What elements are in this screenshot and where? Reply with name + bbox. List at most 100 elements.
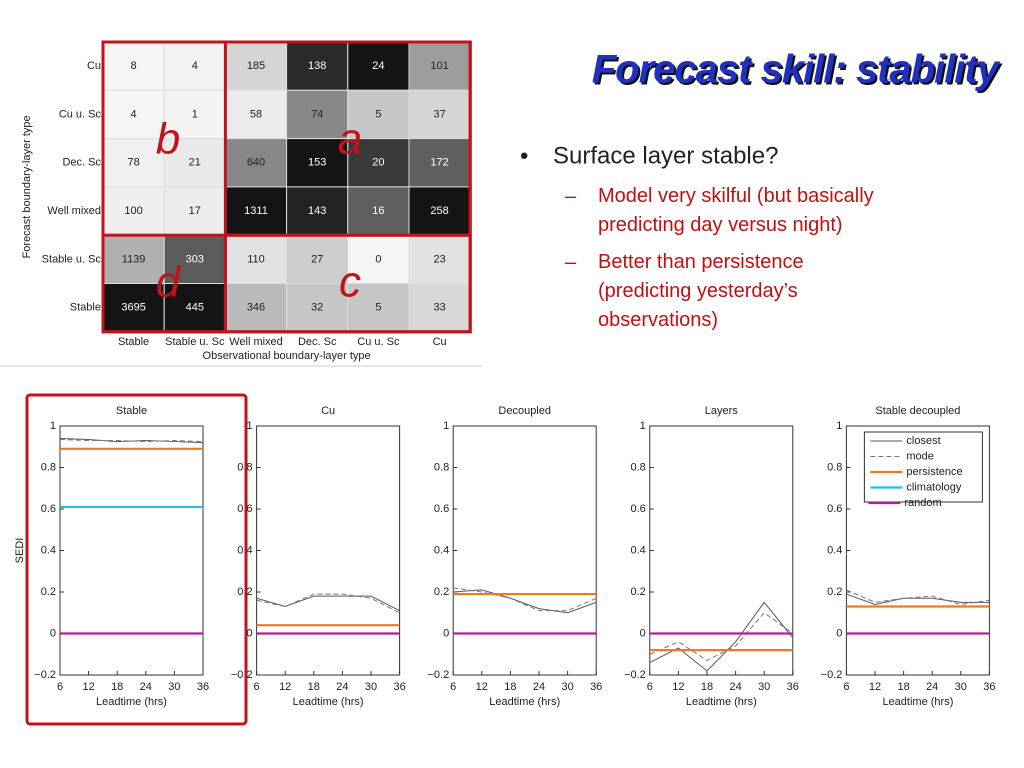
- cell-label: 153: [308, 157, 326, 169]
- quadrant-letter: d: [156, 258, 182, 307]
- cell: [163, 234, 226, 284]
- x-tick-label: 18: [897, 681, 909, 693]
- row-label: Stable u. Sc: [42, 253, 102, 265]
- cell: [347, 41, 410, 91]
- cell: [408, 89, 471, 140]
- x-tick-label: 30: [365, 681, 377, 693]
- sub-line: Model very skilful (but basically: [598, 185, 874, 207]
- col-label: Cu: [433, 336, 447, 348]
- cell-label: 5: [375, 302, 381, 314]
- x-axis-label: Leadtime (hrs): [293, 696, 364, 708]
- y-tick-label: −0.2: [427, 669, 449, 681]
- quadrant-letter: c: [339, 258, 361, 307]
- x-axis-label: Leadtime (hrs): [882, 696, 953, 708]
- legend-label: closest: [906, 435, 940, 447]
- y-tick-label: 0.6: [434, 503, 449, 515]
- x-tick-label: 24: [336, 681, 348, 693]
- x-tick-label: 12: [672, 681, 684, 693]
- y-tick-label: 1: [246, 420, 252, 432]
- cell: [286, 89, 349, 140]
- sub-line: observations): [598, 309, 718, 331]
- y-axis-label: Forecast boundary-layer type: [21, 115, 33, 258]
- y-tick-label: 0.4: [41, 544, 56, 556]
- y-tick-label: −0.2: [624, 669, 646, 681]
- y-tick-label: 0: [50, 627, 56, 639]
- x-tick-label: 36: [393, 681, 405, 693]
- y-tick-label: 1: [836, 420, 842, 432]
- slide-title: Forecast skill: stability: [592, 48, 1001, 92]
- y-tick-label: 0.6: [631, 503, 646, 515]
- y-tick-label: 1: [443, 420, 449, 432]
- cell: [102, 41, 165, 91]
- chart-title: Stable: [116, 405, 147, 417]
- legend-label: random: [904, 497, 941, 509]
- x-tick-label: 12: [869, 681, 881, 693]
- sub-dash: –: [565, 251, 577, 273]
- cell-label: 143: [308, 205, 326, 217]
- x-tick-label: 6: [254, 681, 260, 693]
- y-tick-label: 0.4: [434, 544, 449, 556]
- cell: [286, 41, 349, 91]
- cell-label: 185: [247, 60, 265, 72]
- col-label: Dec. Sc: [298, 336, 337, 348]
- y-tick-label: 0.2: [41, 586, 56, 598]
- x-tick-label: 30: [168, 681, 180, 693]
- cell: [347, 283, 410, 333]
- series-line: [649, 612, 794, 662]
- x-tick-label: 18: [701, 681, 713, 693]
- cell-label: 27: [311, 253, 323, 265]
- cell-label: 258: [430, 205, 448, 217]
- x-axis-label: Leadtime (hrs): [489, 696, 560, 708]
- cell: [163, 186, 226, 236]
- y-tick-label: 0: [640, 627, 646, 639]
- cell-label: 4: [192, 60, 198, 72]
- row-label: Well mixed: [47, 205, 101, 217]
- y-tick-label: 0.4: [631, 544, 646, 556]
- x-tick-label: 12: [82, 681, 94, 693]
- y-tick-label: 0.2: [631, 586, 646, 598]
- bullet: Surface layer stable?: [553, 142, 778, 169]
- x-axis-label: Leadtime (hrs): [96, 696, 167, 708]
- x-tick-label: 36: [983, 681, 995, 693]
- cell-label: 17: [189, 205, 201, 217]
- chart-title: Layers: [705, 405, 739, 417]
- cell-label: 8: [131, 60, 137, 72]
- cell-label: 5: [375, 108, 381, 120]
- cell-label: 110: [247, 253, 265, 265]
- legend-label: mode: [906, 450, 934, 462]
- cell: [102, 283, 165, 333]
- x-tick-label: 30: [561, 681, 573, 693]
- row-label: Dec. Sc: [62, 157, 101, 169]
- x-axis-label: Observational boundary-layer type: [203, 350, 371, 362]
- cell: [408, 41, 471, 91]
- y-tick-label: 1: [640, 420, 646, 432]
- cell-label: 1: [192, 108, 198, 120]
- series-line: [453, 589, 597, 614]
- sub-bullet: Model very skilful (but basically predict…: [598, 185, 874, 236]
- x-tick-label: 36: [590, 681, 602, 693]
- cell-label: 32: [311, 302, 323, 314]
- plot-area: [649, 425, 794, 676]
- sub-dash: –: [565, 185, 577, 207]
- cell: [224, 234, 288, 284]
- x-tick-label: 18: [308, 681, 320, 693]
- col-label: Cu u. Sc: [357, 336, 400, 348]
- x-tick-label: 18: [111, 681, 123, 693]
- y-tick-label: 0.8: [827, 461, 842, 473]
- plot-area: [59, 425, 204, 676]
- cell: [408, 186, 471, 236]
- cell-label: 445: [186, 302, 204, 314]
- y-tick-label: 0: [246, 627, 252, 639]
- cell-label: 74: [311, 108, 323, 120]
- x-tick-label: 36: [787, 681, 799, 693]
- y-tick-label: 1: [50, 420, 56, 432]
- cell-label: 640: [247, 157, 265, 169]
- cell: [163, 138, 226, 188]
- x-tick-label: 24: [926, 681, 938, 693]
- legend-label: persistence: [906, 466, 962, 478]
- bullet-dot: •: [520, 142, 528, 169]
- quadrant-box: [223, 233, 472, 334]
- x-tick-label: 36: [197, 681, 209, 693]
- col-label: Well mixed: [229, 336, 283, 348]
